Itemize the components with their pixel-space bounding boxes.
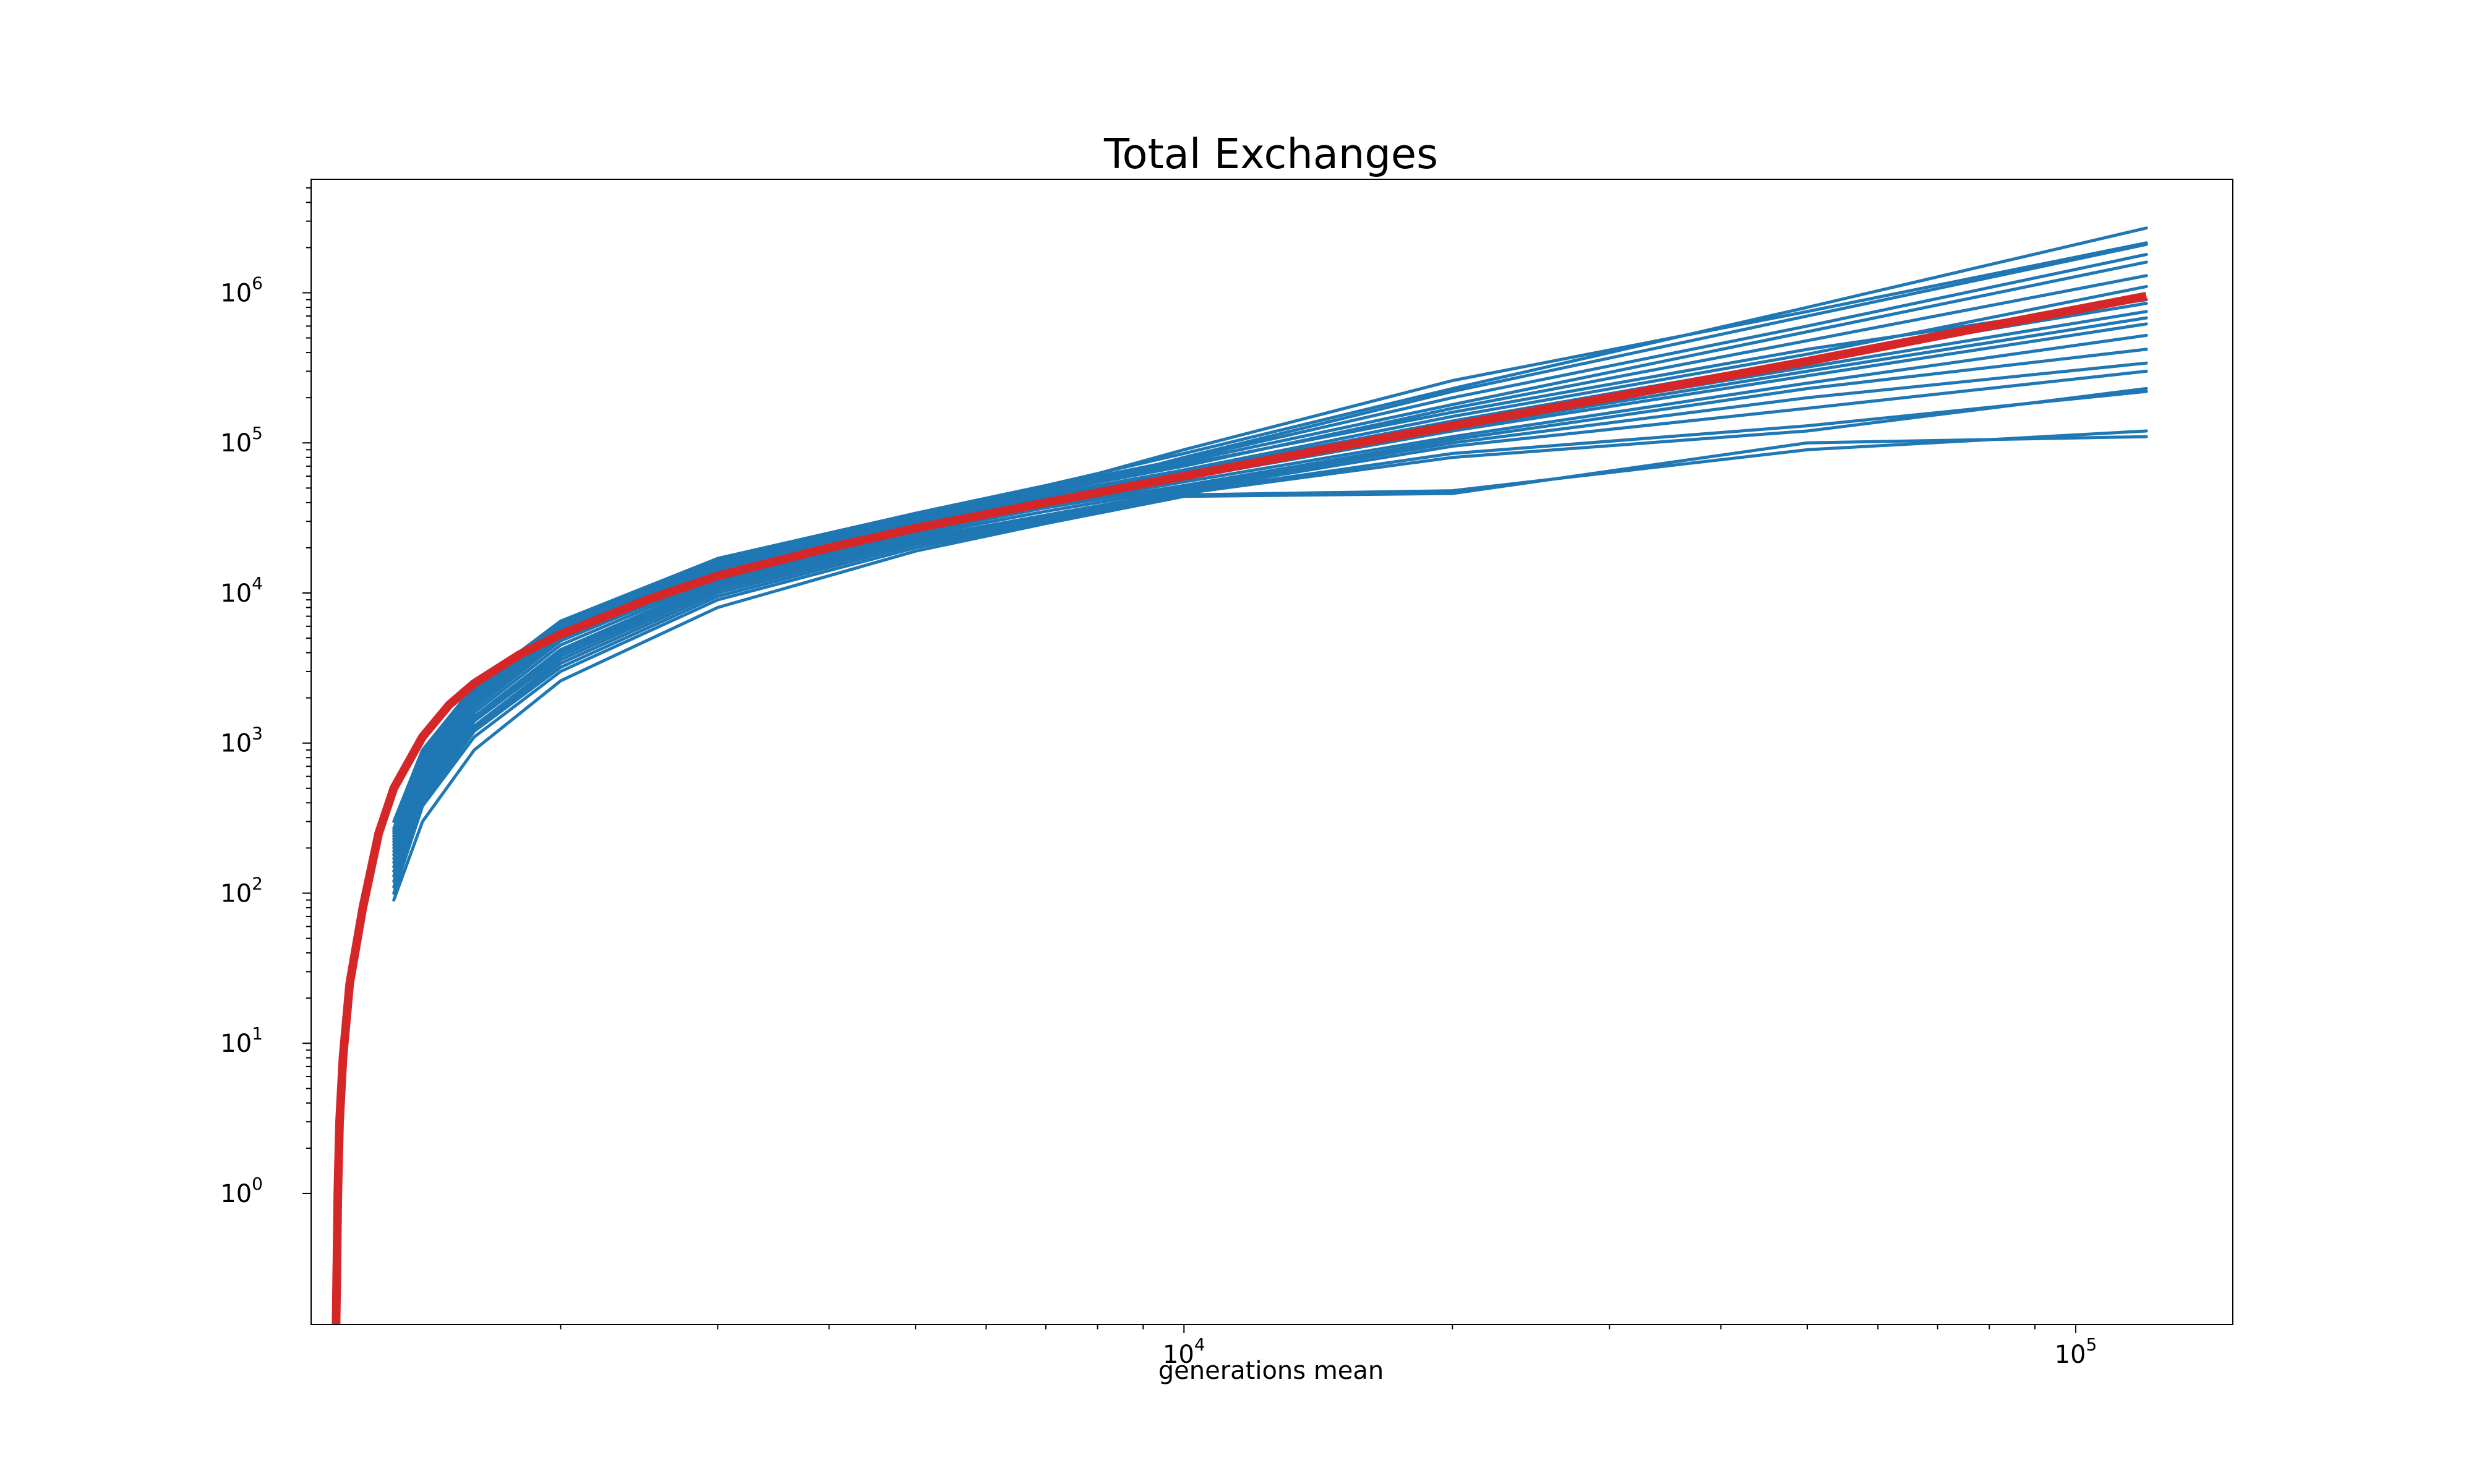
run-line-17 (392, 386, 2148, 889)
y-tick-label: 105 (220, 423, 263, 458)
run-line-20 (392, 253, 2148, 830)
run-line-4 (392, 241, 2148, 843)
x-axis-label: generations mean (1158, 1357, 1384, 1385)
run-line-2 (392, 284, 2148, 850)
run-line-18 (392, 429, 2148, 895)
plot-frame (310, 179, 2233, 1325)
y-tick-label: 106 (220, 273, 263, 307)
x-tick-label: 105 (2055, 1334, 2097, 1369)
run-line-15 (392, 369, 2148, 878)
x-tick-label: 104 (1163, 1334, 1205, 1369)
y-tick-label: 104 (220, 573, 263, 608)
run-line-14 (392, 361, 2148, 873)
run-line-8 (392, 302, 2148, 846)
y-tick-label: 102 (220, 873, 263, 908)
chart-title: Total Exchanges (1103, 130, 1438, 178)
mean-line (332, 292, 2147, 1325)
x-axis-ticks: 104 105 (560, 1324, 2097, 1369)
run-lines (392, 226, 2148, 902)
y-tick-label: 101 (220, 1023, 263, 1058)
run-line-10 (392, 316, 2148, 841)
y-tick-label: 103 (220, 723, 263, 758)
run-line-16 (392, 390, 2148, 883)
y-axis-ticks: 100 101 102 103 104 105 106 (220, 187, 311, 1208)
y-tick-label: 100 (220, 1174, 263, 1208)
run-line-5 (392, 242, 2148, 856)
run-line-19 (392, 435, 2148, 902)
mean-line-layer (332, 292, 2147, 1325)
